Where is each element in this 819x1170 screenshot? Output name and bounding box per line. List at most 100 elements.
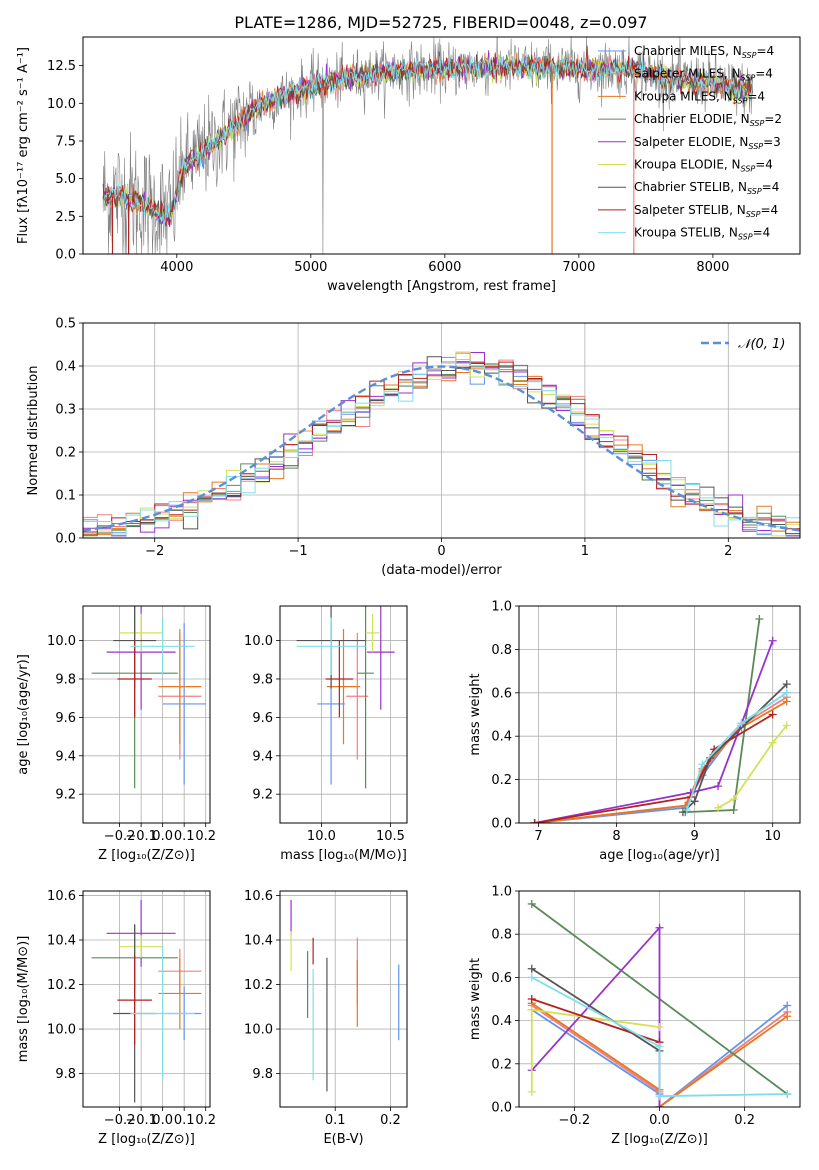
y-tick-label: 10.2	[244, 978, 273, 993]
plots: 4000 5000 6000 7000 80000.02.55.07.510.012.5…	[16, 36, 801, 1147]
weight-marker	[655, 1023, 664, 1032]
y-tick-label: 0.6	[491, 971, 512, 986]
y-axis-label: mass weight	[468, 673, 483, 755]
x-tick-label: −0.1	[125, 1113, 157, 1128]
x-tick-label: 5000	[294, 260, 327, 275]
x-axis-label: mass [log₁₀(M/M⊙)]	[280, 848, 407, 863]
axes-frame	[279, 605, 408, 824]
x-tick-label: 2	[724, 544, 732, 559]
legend-label: Kroupa STELIB, NSSP=4	[634, 226, 770, 242]
weight-line	[534, 692, 788, 823]
x-tick-label: 9	[690, 829, 698, 844]
histogram-7	[83, 361, 800, 533]
y-tick-label: 0.8	[491, 928, 512, 943]
y-tick-label: 10.6	[47, 889, 76, 904]
y-axis-label: mass weight	[468, 958, 483, 1040]
weight-marker	[768, 710, 777, 719]
weight-marker	[714, 782, 723, 791]
y-axis-label: mass [log₁₀(M/M⊙)]	[16, 936, 31, 1063]
weight-marker	[655, 1092, 664, 1101]
chart-age-mass: 10.0 10.5 9.2 9.4 9.6 9.8 10.0 mass [log₁₀(M/M⊙…	[244, 605, 408, 863]
legend-label: Chabrier STELIB, NSSP=4	[634, 180, 779, 196]
gaussian-curve	[83, 365, 800, 532]
x-tick-label: 7000	[562, 260, 595, 275]
axes-frame	[279, 890, 408, 1108]
weight-marker	[782, 697, 791, 706]
legend-label: Chabrier ELODIE, NSSP=2	[634, 112, 782, 128]
x-tick-label: 10	[764, 829, 781, 844]
y-tick-label: 0.0	[491, 1101, 512, 1116]
chart-weight-age: 7 8 9 10 0.0 0.2 0.4 0.6 0.8 1.0 age [log₁₀(age/yr…	[468, 600, 801, 863]
y-tick-label: 9.4	[252, 749, 273, 764]
y-tick-label: 9.8	[55, 1067, 76, 1082]
y-tick-label: 1.0	[491, 600, 512, 615]
weight-line	[531, 968, 660, 1052]
legend-label: Salpeter ELODIE, NSSP=3	[634, 135, 781, 151]
weight-marker	[783, 1012, 792, 1021]
histogram-5	[83, 351, 800, 537]
y-tick-label: 0.4	[491, 730, 512, 745]
plot-area	[530, 615, 791, 823]
plot-area	[290, 899, 400, 1092]
x-tick-label: 0	[437, 544, 445, 559]
weight-marker	[527, 995, 536, 1003]
chart-mass-Z: −0.2−0.10.0 0.1 0.2 9.8 10.0 10.2 10.4 10.6 Z [l…	[16, 889, 216, 1147]
x-axis-label: Z [log₁₀(Z/Z⊙)]	[98, 848, 195, 863]
y-tick-label: 9.6	[252, 711, 273, 726]
x-tick-label: −0.2	[104, 1113, 136, 1128]
weight-marker	[527, 1087, 536, 1096]
weight-marker	[782, 680, 791, 689]
weight-marker	[783, 1090, 792, 1099]
weight-line	[534, 713, 774, 823]
axes-frame	[82, 605, 211, 824]
x-tick-label: 8000	[696, 260, 729, 275]
y-axis-label: age [log₁₀(age/yr)]	[16, 654, 31, 775]
y-tick-label: 1.0	[491, 885, 512, 900]
weight-line	[685, 692, 788, 811]
weight-line	[534, 640, 774, 823]
legend-label: 𝒩(0, 1)	[738, 337, 785, 352]
x-tick-label: 0.1	[174, 1113, 195, 1128]
x-tick-label: 0.1	[174, 829, 195, 844]
weight-marker	[527, 899, 536, 908]
x-tick-label: −0.2	[559, 1113, 591, 1128]
x-tick-label: 7	[534, 829, 542, 844]
y-axis-label: Normed distribution	[26, 366, 41, 496]
y-tick-label: 10.6	[244, 889, 273, 904]
y-tick-label: 9.4	[55, 749, 76, 764]
weight-marker	[768, 636, 777, 645]
y-tick-label: 0.0	[55, 532, 76, 547]
y-tick-label: 10.0	[244, 634, 273, 649]
y-tick-label: 0.8	[491, 643, 512, 658]
x-tick-label: −0.2	[104, 829, 136, 844]
weight-marker	[729, 805, 738, 814]
y-tick-label: 9.8	[252, 672, 273, 687]
x-tick-label: 0.0	[152, 1113, 173, 1128]
weight-marker	[768, 738, 777, 747]
legend-label: Salpeter STELIB, NSSP=4	[634, 203, 778, 219]
y-tick-label: 0.1	[55, 489, 76, 504]
chart-spectrum: 4000 5000 6000 7000 8000 0.0 2.5 5.0 7.5 10.0 12.5…	[16, 36, 801, 294]
y-tick-label: 10.2	[47, 978, 76, 993]
x-tick-label: 0.2	[380, 1113, 401, 1128]
x-axis-label: wavelength [Angstrom, rest frame]	[327, 279, 556, 294]
axes-frame	[82, 890, 211, 1108]
weight-marker	[682, 805, 691, 814]
weight-line	[531, 925, 661, 1107]
weight-line	[717, 724, 788, 809]
y-tick-label: 2.5	[55, 210, 76, 225]
weight-marker	[690, 797, 699, 806]
x-tick-label: 10.0	[307, 829, 336, 844]
plot-area	[102, 37, 754, 254]
weight-marker	[527, 964, 536, 973]
y-tick-label: 0.2	[491, 773, 512, 788]
x-tick-label: 10.5	[376, 829, 405, 844]
y-tick-label: 0.2	[55, 446, 76, 461]
legend-label: Salpeter MILES, NSSP=4	[634, 67, 773, 83]
x-tick-label: 6000	[428, 260, 461, 275]
weight-marker	[737, 719, 746, 728]
y-axis-label: Flux [fλ10⁻¹⁷ erg cm⁻² s⁻¹ A⁻¹]	[16, 47, 31, 244]
plot-area	[296, 606, 395, 789]
axes-frame	[518, 890, 801, 1108]
